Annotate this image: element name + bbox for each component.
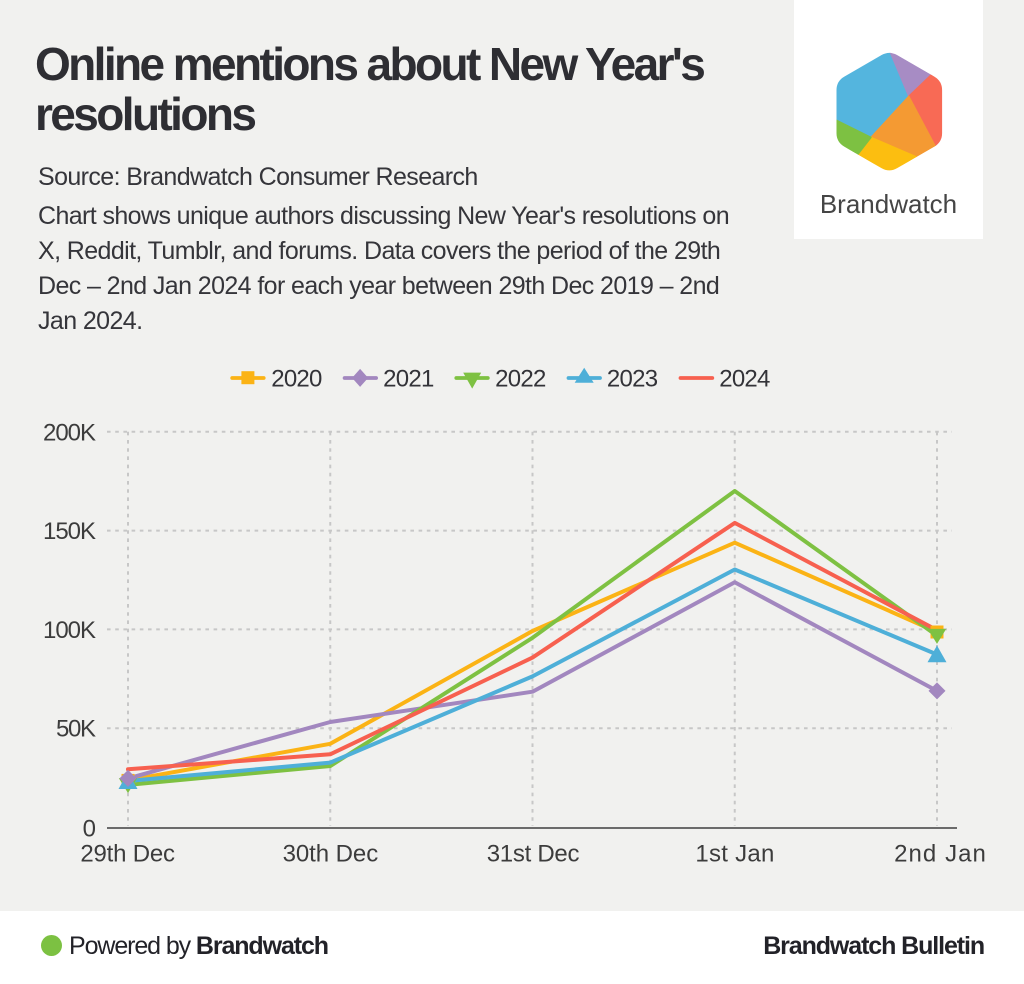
svg-text:0: 0 (83, 816, 96, 843)
svg-text:2020: 2020 (271, 366, 322, 393)
svg-text:2021: 2021 (383, 366, 434, 393)
svg-text:2024: 2024 (719, 366, 770, 393)
svg-text:Brandwatch: Brandwatch (820, 189, 957, 219)
svg-text:2023: 2023 (607, 366, 658, 393)
svg-text:50K: 50K (56, 716, 96, 743)
svg-text:200K: 200K (43, 419, 96, 446)
svg-text:2nd Jan: 2nd Jan (894, 841, 986, 868)
svg-text:150K: 150K (43, 518, 96, 545)
svg-text:31st Dec: 31st Dec (487, 841, 580, 868)
svg-text:2022: 2022 (495, 366, 546, 393)
svg-text:1st Jan: 1st Jan (695, 841, 774, 868)
svg-text:29th Dec: 29th Dec (80, 841, 175, 868)
svg-text:100K: 100K (43, 617, 96, 644)
svg-text:30th Dec: 30th Dec (283, 841, 379, 868)
